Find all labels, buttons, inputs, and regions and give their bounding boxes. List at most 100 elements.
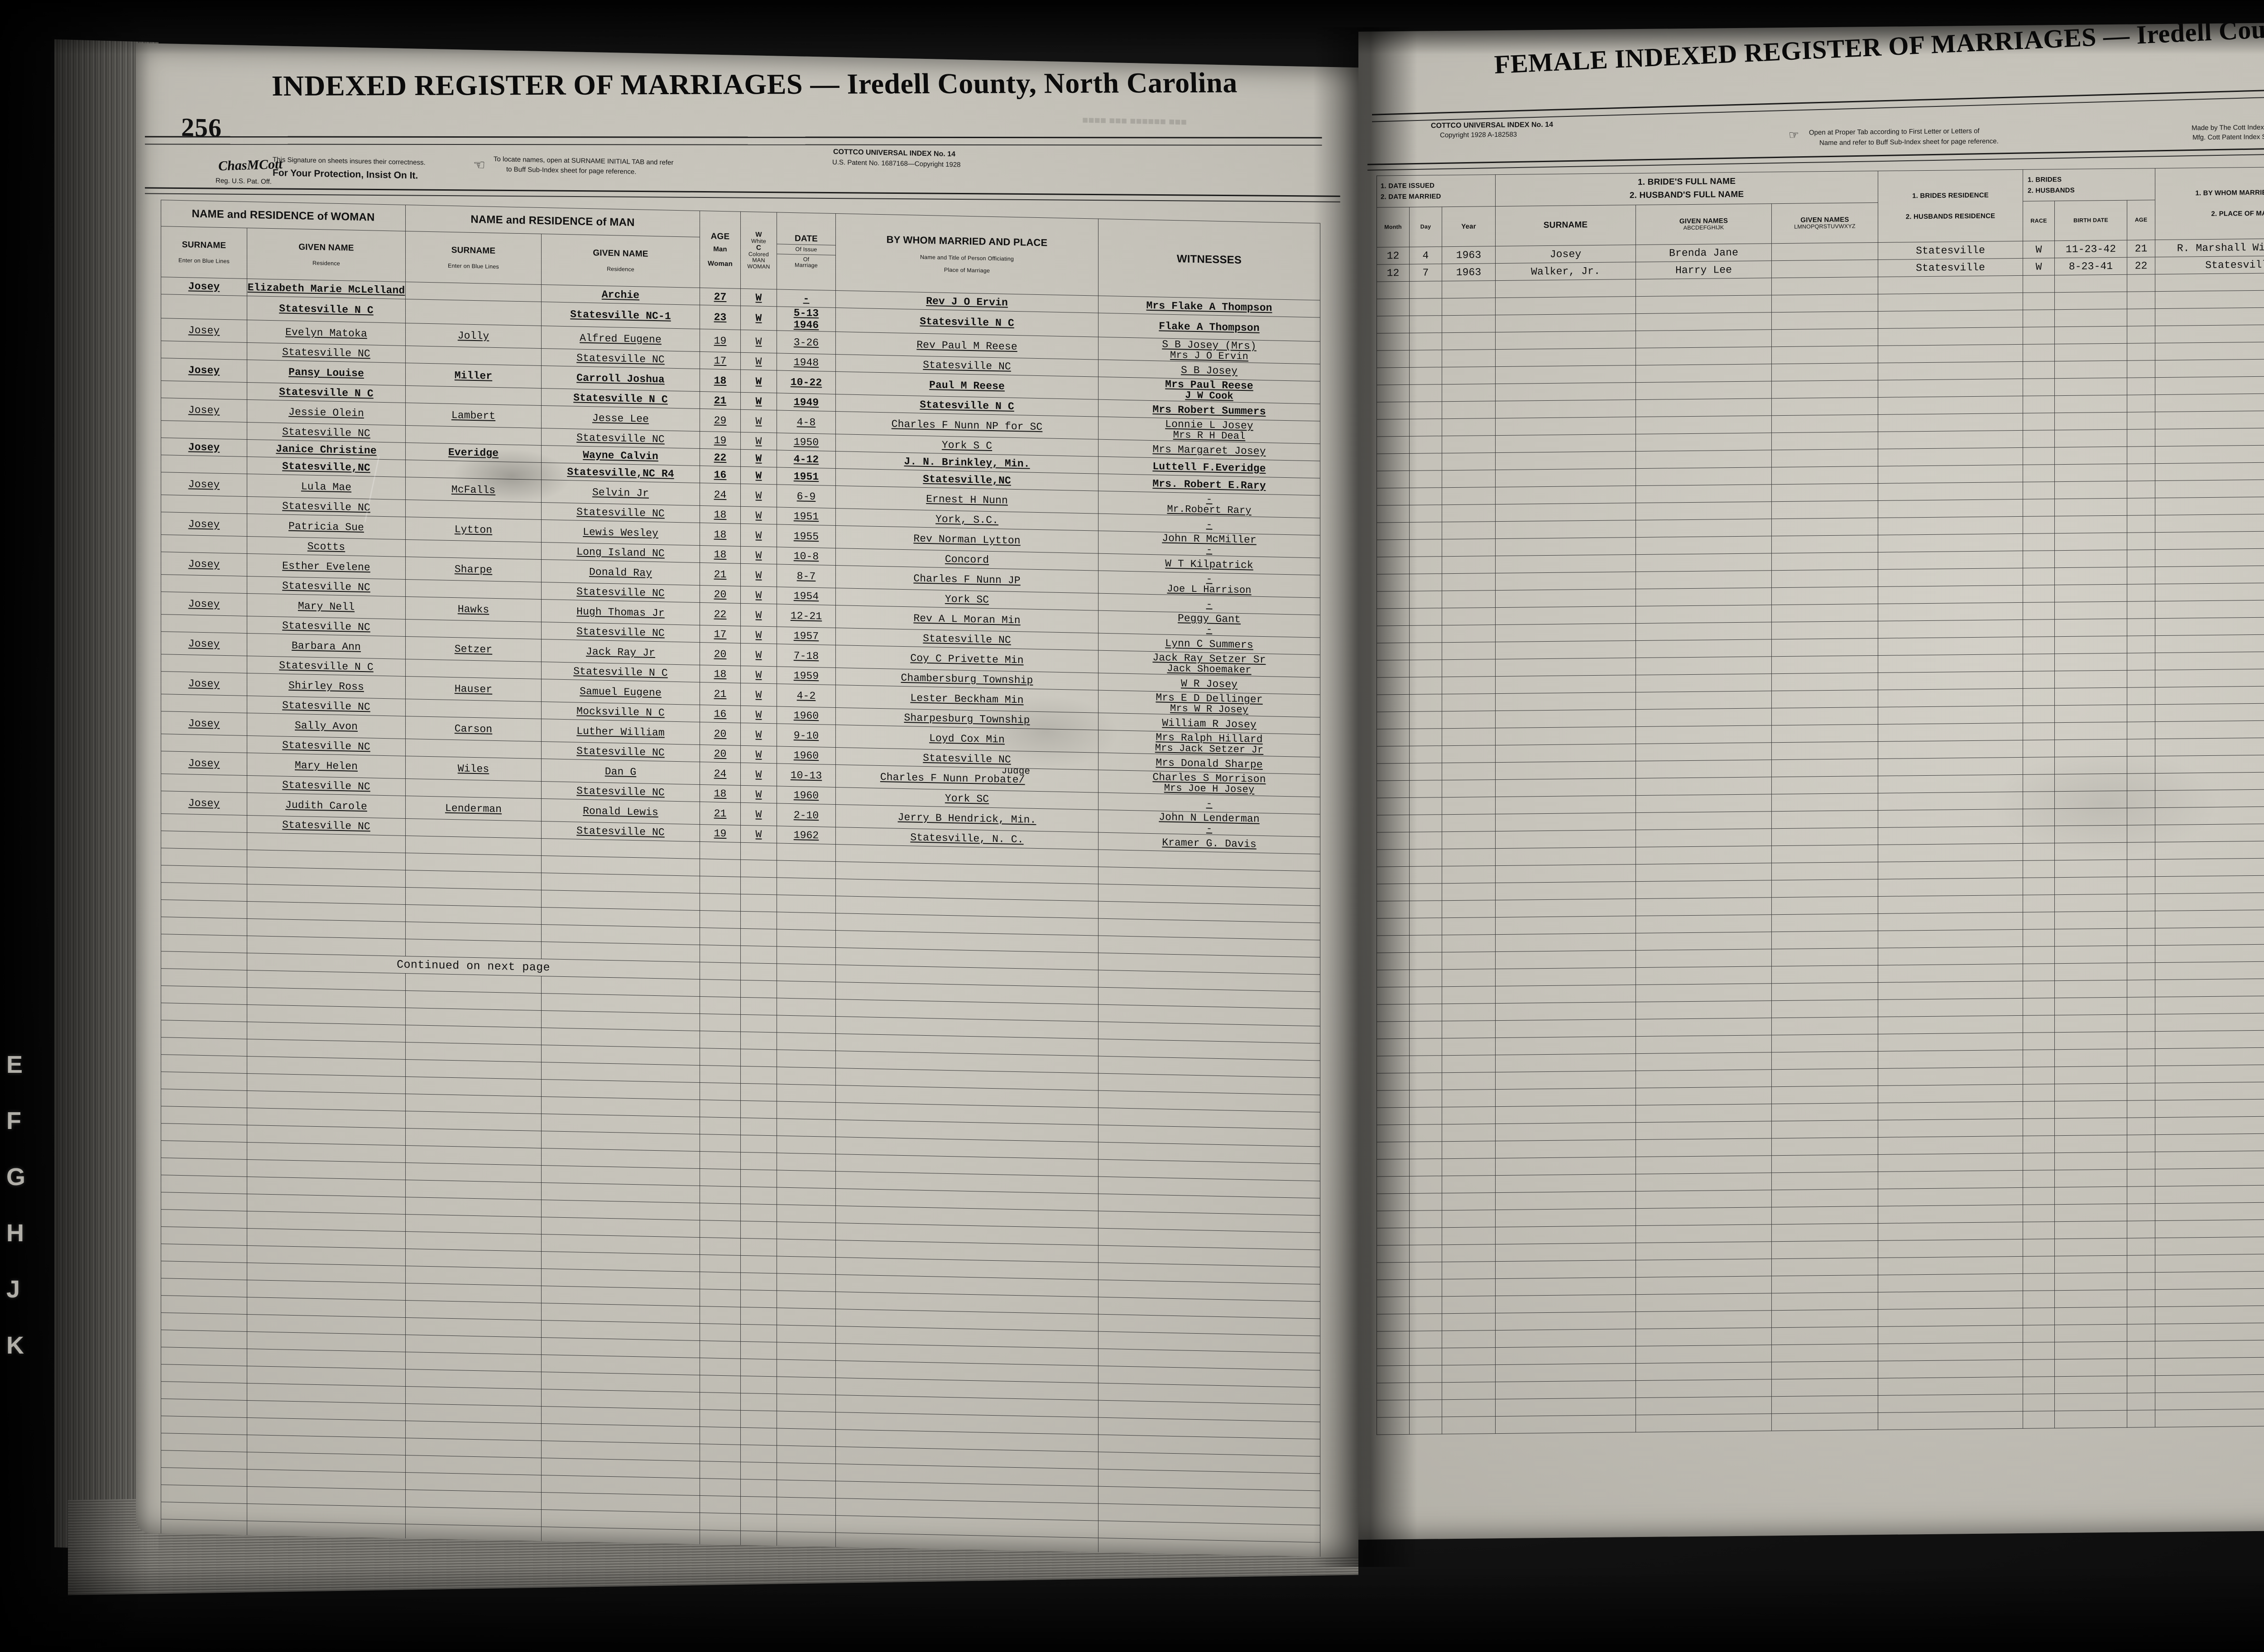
- cell-empty: [1771, 1154, 1878, 1173]
- cell-date-issue: 3-26: [777, 330, 836, 355]
- cell-empty: [1495, 812, 1636, 831]
- cell-race-man: W: [740, 330, 777, 353]
- cell-empty: [1495, 1277, 1636, 1296]
- cell-empty: [2127, 687, 2155, 705]
- cell-empty: [1442, 1296, 1496, 1314]
- cell-age-man: 22: [700, 448, 741, 467]
- pointing-hand-icon: ☜: [473, 157, 485, 173]
- cell-empty: [161, 1071, 247, 1091]
- cell-empty: [2054, 464, 2127, 482]
- cell-empty: [1495, 537, 1636, 556]
- cell-empty: [161, 1433, 247, 1452]
- cell-empty: [1495, 950, 1636, 969]
- cell-empty: [1409, 900, 1442, 918]
- cell-empty: [2054, 309, 2127, 327]
- cell-empty: [1495, 1243, 1636, 1262]
- cell-empty: [1409, 1107, 1442, 1125]
- cell-empty: [1878, 757, 2023, 776]
- cell-empty: [1636, 1413, 1772, 1432]
- cell-race-man: W: [740, 643, 777, 667]
- cell-empty: [405, 887, 542, 908]
- cell-empty: [161, 1003, 247, 1022]
- cell-empty: [405, 1507, 542, 1527]
- cell-empty: [2155, 1391, 2264, 1410]
- cell-date-issue: -: [777, 289, 836, 308]
- cell-empty: [2023, 344, 2055, 362]
- index-tab-j[interactable]: J: [6, 1276, 21, 1303]
- index-tab-g[interactable]: G: [6, 1163, 26, 1191]
- cell-empty: [2127, 773, 2155, 791]
- cell-empty: [1442, 1364, 1496, 1383]
- cell-empty: [2127, 928, 2155, 946]
- cell-empty: [1771, 1326, 1878, 1345]
- cell-empty: [2054, 584, 2127, 602]
- cell-empty: [1409, 332, 1442, 351]
- header-man-given-sub: Residence: [607, 265, 634, 273]
- cell-empty: [700, 1082, 741, 1101]
- cell-empty: [1495, 331, 1636, 350]
- cell-empty: [2127, 584, 2155, 602]
- cell-empty: [740, 1359, 777, 1377]
- cell-empty: [777, 1032, 836, 1051]
- cell-empty: [1377, 884, 1410, 902]
- cell-spacer: [405, 346, 542, 366]
- cell-empty: [2023, 774, 2055, 792]
- cell-empty: [1878, 723, 2023, 742]
- cell-date-marriage: 10-8: [777, 547, 836, 566]
- cell-empty: [1377, 935, 1410, 953]
- cell-empty: [1636, 1052, 1772, 1071]
- cell-empty: [1771, 931, 1878, 949]
- cell-empty: [1409, 1124, 1442, 1142]
- header-right-age: AGE: [2127, 200, 2155, 240]
- cell-empty: [1878, 1273, 2023, 1292]
- cell-empty: [700, 893, 741, 912]
- cell-empty: [1409, 1227, 1442, 1245]
- cell-empty: [1409, 849, 1442, 867]
- cell-empty: [2127, 532, 2155, 550]
- cell-given-names-1: Harry Lee: [1636, 260, 1772, 279]
- cell-empty: [2155, 513, 2264, 533]
- cell-empty: [405, 990, 542, 1011]
- cell-empty: [1878, 792, 2023, 811]
- cell-empty: [2127, 412, 2155, 430]
- header-bywhom-officiating: Name and Title of Person Officiating: [920, 254, 1014, 262]
- cell-empty: [1377, 1004, 1410, 1022]
- cell-empty: [1878, 568, 2023, 587]
- cell-empty: [2054, 567, 2127, 585]
- cell-empty: [1377, 1210, 1410, 1229]
- index-tab-h[interactable]: H: [6, 1220, 24, 1247]
- cell-empty: [2023, 1170, 2055, 1188]
- cell-empty: [1409, 608, 1442, 626]
- cell-empty: [1409, 1090, 1442, 1108]
- cell-empty: [1442, 642, 1496, 660]
- cell-empty: [700, 1151, 741, 1170]
- cell-empty: [405, 1042, 542, 1062]
- cell-empty: [1442, 1313, 1496, 1331]
- cell-empty: [1377, 901, 1410, 919]
- left-title-county: Iredell County, North Carolina: [846, 66, 1238, 100]
- cell-date-marriage: 1948: [777, 353, 836, 372]
- cell-race-man: W: [740, 288, 777, 307]
- index-tab-f[interactable]: F: [6, 1107, 22, 1134]
- cell-empty: [1771, 655, 1878, 674]
- cell-empty: [2023, 1411, 2055, 1429]
- cell-empty: [2023, 1187, 2055, 1205]
- index-tab-e[interactable]: E: [6, 1051, 24, 1078]
- cell-empty: [405, 1386, 542, 1407]
- cell-empty: [1442, 951, 1496, 970]
- cell-officiant-place: Statesville N C: [2155, 255, 2264, 274]
- cell-empty: [1409, 367, 1442, 385]
- cell-empty: [2023, 946, 2055, 964]
- cell-empty: [1442, 521, 1496, 539]
- cell-man-given-name: Ronald Lewis: [541, 798, 700, 825]
- cell-empty: [2023, 1273, 2055, 1291]
- header-given-names-1: GIVEN NAMES ABCDEFGHIJK: [1636, 203, 1772, 245]
- index-tab-k[interactable]: K: [6, 1332, 24, 1359]
- cell-empty: [1442, 332, 1496, 350]
- cell-empty: [2155, 857, 2264, 877]
- cell-empty: [1636, 381, 1772, 400]
- cell-empty: [1495, 1036, 1636, 1055]
- cell-empty: [1377, 918, 1410, 936]
- cell-empty: [2023, 1084, 2055, 1102]
- cell-empty: [405, 1008, 542, 1028]
